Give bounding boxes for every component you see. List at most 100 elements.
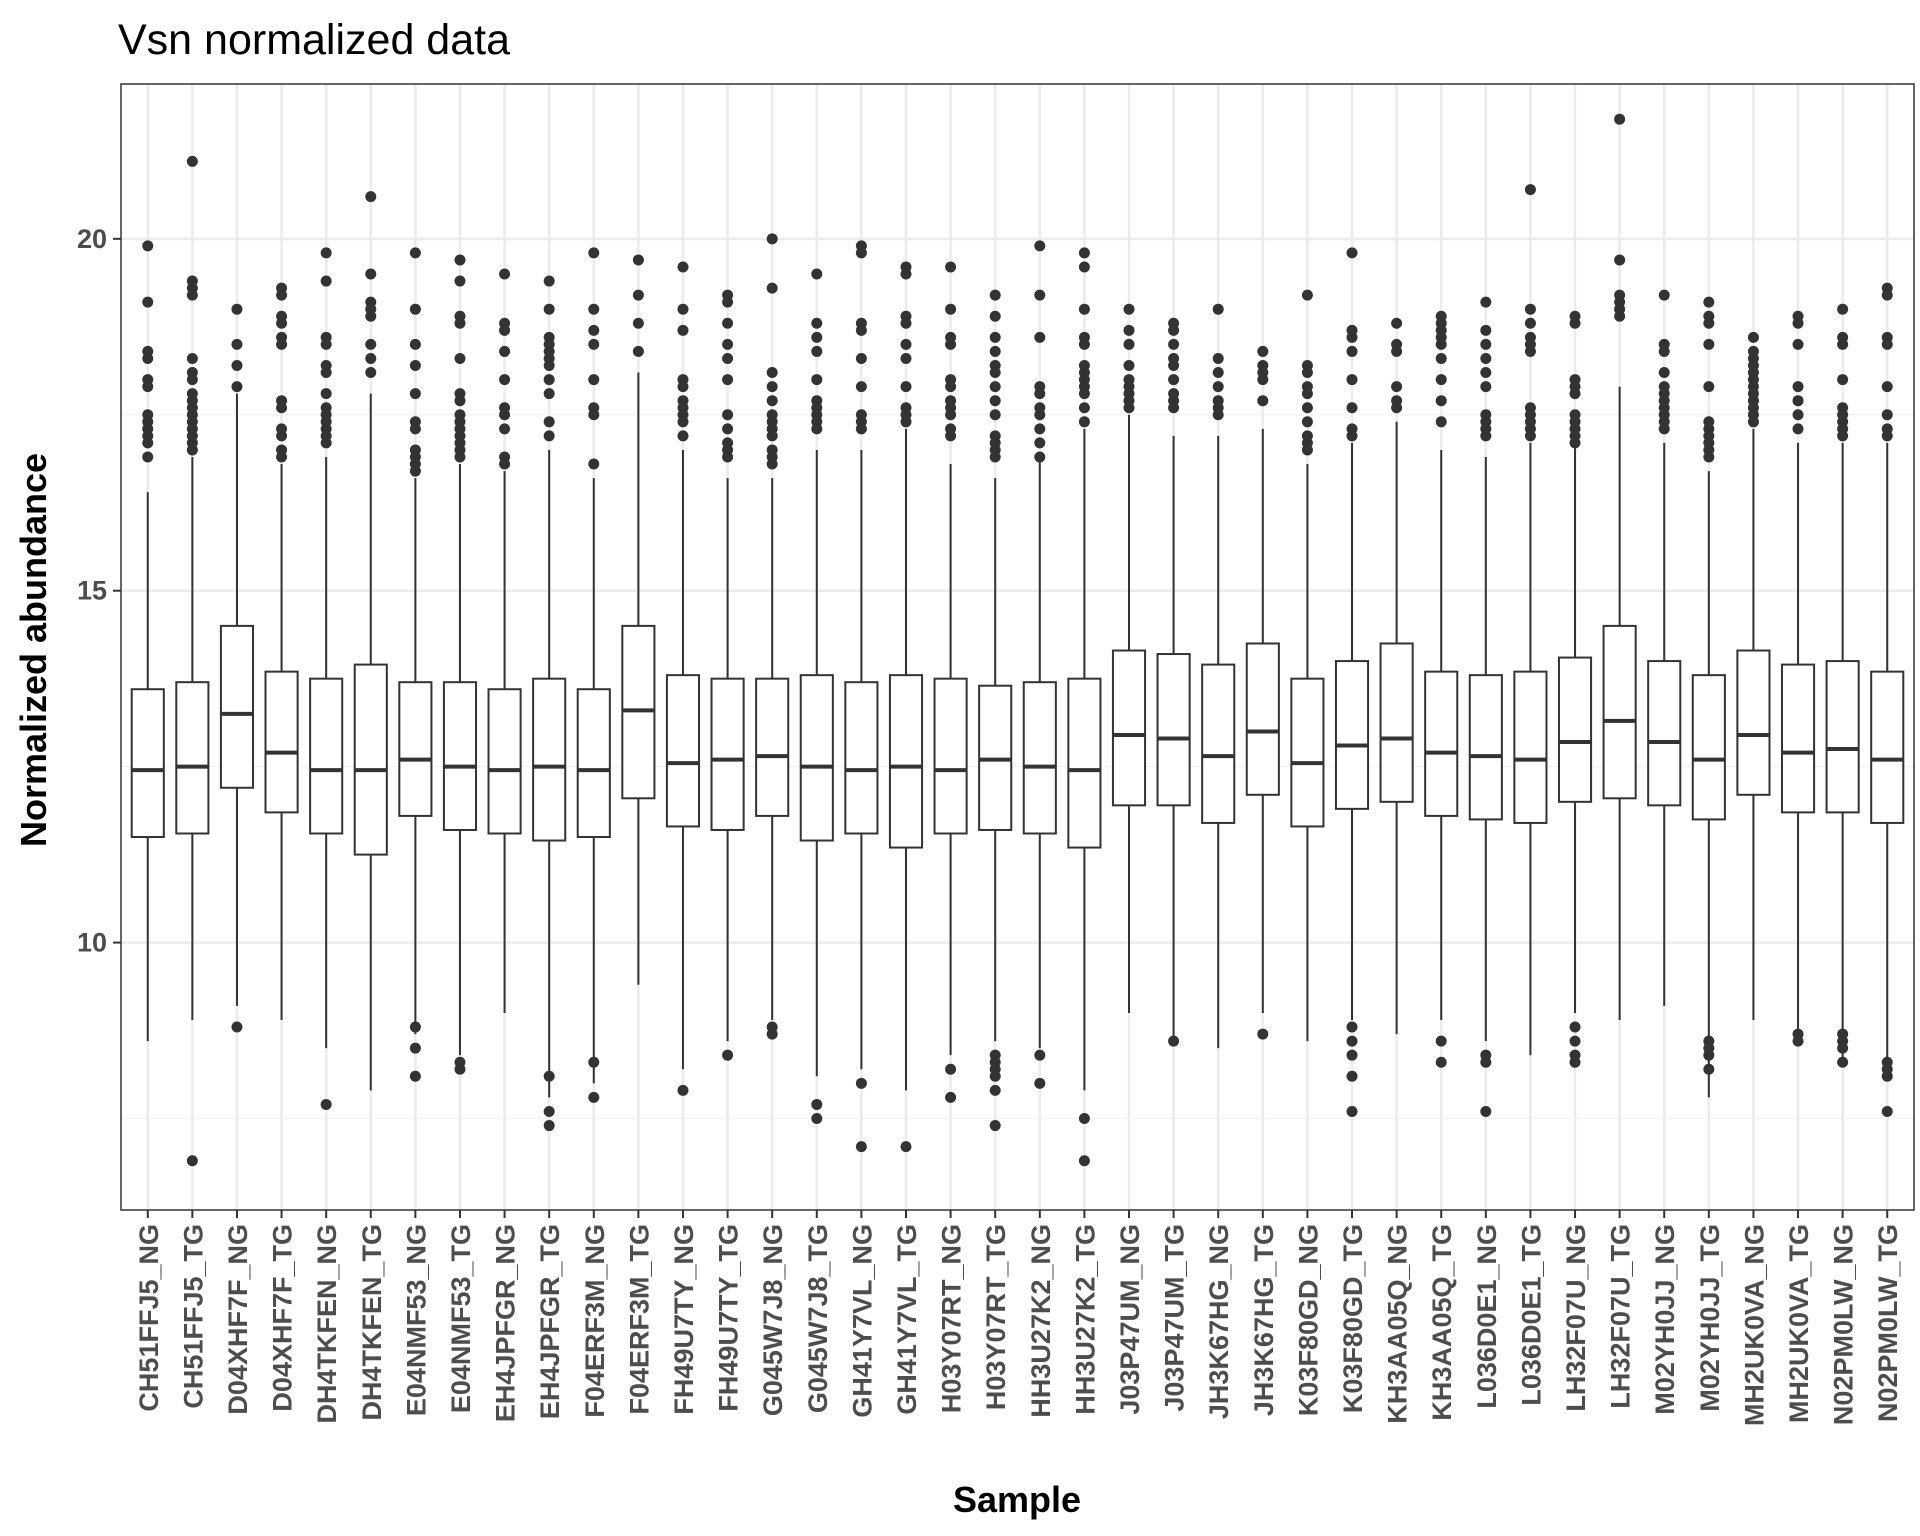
outlier-point bbox=[320, 388, 332, 400]
outlier-point bbox=[945, 1091, 957, 1103]
x-tick-label: FH49U7TY_NG bbox=[669, 1224, 699, 1415]
outlier-point bbox=[1837, 1042, 1849, 1054]
x-tick-label: G045W7J8_TG bbox=[803, 1224, 833, 1413]
outlier-point bbox=[677, 324, 689, 336]
outlier-point bbox=[1480, 367, 1492, 379]
x-tick-label: M02YH0JJ_TG bbox=[1695, 1224, 1725, 1412]
outlier-point bbox=[1257, 395, 1269, 407]
outlier-point bbox=[1703, 338, 1715, 350]
outlier-point bbox=[766, 395, 778, 407]
outlier-point bbox=[855, 423, 867, 435]
x-tick-label: HH3U27K2_TG bbox=[1070, 1224, 1100, 1415]
x-tick-label: K03F80GD_NG bbox=[1293, 1224, 1323, 1416]
outlier-point bbox=[1346, 1105, 1358, 1117]
box-GH41Y7VL_NG bbox=[844, 240, 879, 1153]
outlier-point bbox=[1480, 430, 1492, 442]
box-D04XHF7F_TG bbox=[264, 282, 299, 1020]
outlier-point bbox=[1301, 444, 1313, 456]
outlier-point bbox=[365, 338, 377, 350]
outlier-point bbox=[454, 451, 466, 463]
outlier-point bbox=[677, 303, 689, 315]
outlier-point bbox=[454, 317, 466, 329]
box-iqr bbox=[576, 688, 611, 839]
box-iqr bbox=[1334, 660, 1370, 810]
box-KH3AA05Q_NG bbox=[1379, 317, 1414, 1035]
outlier-point bbox=[543, 360, 555, 371]
outlier-point bbox=[276, 289, 288, 301]
outlier-point bbox=[1212, 303, 1224, 315]
outlier-point bbox=[320, 275, 332, 287]
x-tick-label: G045W7J8_NG bbox=[758, 1224, 788, 1416]
box-iqr bbox=[1870, 670, 1905, 824]
outlier-point bbox=[1658, 367, 1670, 379]
outlier-point bbox=[454, 395, 466, 407]
outlier-point bbox=[1747, 416, 1759, 428]
outlier-point bbox=[1078, 402, 1090, 414]
outlier-point bbox=[1792, 395, 1804, 407]
x-tick-label: D04XHF7F_NG bbox=[223, 1224, 253, 1415]
outlier-point bbox=[1168, 338, 1180, 350]
outlier-point bbox=[1614, 310, 1626, 322]
box-DH4TKFEN_NG bbox=[309, 247, 344, 1110]
outlier-point bbox=[1881, 338, 1893, 350]
outlier-point bbox=[231, 303, 243, 315]
outlier-point bbox=[142, 296, 154, 308]
box-F04ERF3M_TG bbox=[621, 254, 656, 985]
outlier-point bbox=[365, 268, 377, 280]
outlier-point bbox=[365, 191, 377, 203]
outlier-point bbox=[722, 352, 734, 364]
outlier-point bbox=[677, 261, 689, 273]
box-J03P47UM_NG bbox=[1111, 303, 1147, 1013]
x-tick-label: H03Y07RT_NG bbox=[937, 1224, 967, 1413]
x-tick-label: MH2UK0VA_NG bbox=[1739, 1224, 1769, 1426]
outlier-point bbox=[811, 317, 823, 329]
outlier-point bbox=[945, 261, 957, 273]
outlier-point bbox=[900, 1141, 912, 1153]
box-iqr bbox=[1022, 681, 1057, 835]
outlier-point bbox=[186, 1155, 198, 1167]
box-iqr bbox=[487, 688, 522, 835]
outlier-point bbox=[1346, 402, 1358, 414]
x-tick-label: DH4TKFEN_TG bbox=[357, 1224, 387, 1421]
box-N02PM0LW_NG bbox=[1825, 303, 1860, 1068]
box-M02YH0JJ_TG bbox=[1691, 296, 1726, 1098]
outlier-point bbox=[766, 367, 778, 379]
outlier-point bbox=[1480, 296, 1492, 308]
outlier-point bbox=[1658, 289, 1670, 301]
outlier-point bbox=[1881, 409, 1893, 421]
box-iqr bbox=[1736, 649, 1771, 796]
box-EH4JPFGR_TG bbox=[532, 275, 567, 1132]
box-iqr bbox=[1111, 649, 1147, 807]
outlier-point bbox=[1123, 360, 1135, 371]
outlier-point bbox=[1658, 345, 1670, 357]
outlier-point bbox=[1346, 247, 1358, 259]
outlier-point bbox=[855, 1077, 867, 1089]
x-tick-label: EH4JPFGR_TG bbox=[535, 1224, 565, 1419]
box-iqr bbox=[1780, 663, 1816, 814]
x-tick-label: KH3AA05Q_TG bbox=[1427, 1224, 1457, 1421]
x-tick-label: GH41Y7VL_TG bbox=[892, 1224, 922, 1415]
outlier-point bbox=[1034, 240, 1046, 252]
box-E04NMF53_NG bbox=[398, 247, 433, 1082]
outlier-point bbox=[1480, 324, 1492, 336]
outlier-point bbox=[1078, 261, 1090, 273]
box-K03F80GD_TG bbox=[1334, 247, 1370, 1117]
x-tick-label: L036D0E1_TG bbox=[1516, 1224, 1546, 1406]
x-tick-label: GH41Y7VL_NG bbox=[847, 1224, 877, 1418]
outlier-point bbox=[320, 367, 332, 379]
outlier-point bbox=[499, 345, 511, 357]
outlier-point bbox=[945, 303, 957, 315]
outlier-point bbox=[499, 324, 511, 336]
box-iqr bbox=[1245, 642, 1280, 796]
outlier-point bbox=[320, 247, 332, 259]
outlier-point bbox=[722, 338, 734, 350]
outlier-point bbox=[989, 345, 1001, 357]
outlier-point bbox=[1614, 113, 1626, 125]
axes: 10 15 20 CH51FFJ5_NG CH51FFJ5_TG D04XHF7F_NG D… bbox=[77, 224, 1903, 1426]
y-axis-title: Normalized abundance bbox=[13, 453, 54, 847]
outlier-point bbox=[1346, 1070, 1358, 1082]
outlier-point bbox=[499, 458, 511, 470]
outlier-point bbox=[320, 1098, 332, 1110]
box-iqr bbox=[665, 674, 701, 828]
outlier-point bbox=[276, 402, 288, 414]
